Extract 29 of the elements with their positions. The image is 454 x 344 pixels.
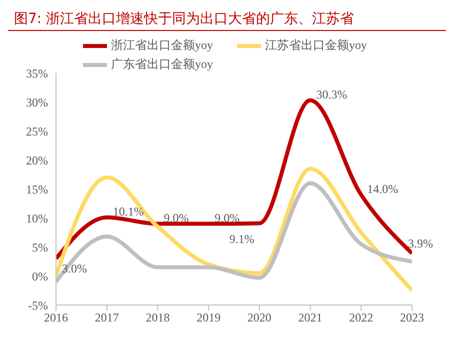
y-tick-label: -5% bbox=[28, 298, 48, 312]
data-label: 3.0% bbox=[62, 262, 87, 276]
y-tick-label: 25% bbox=[26, 124, 48, 138]
legend-label: 浙江省出口金额yoy bbox=[111, 37, 213, 54]
data-label: 14.0% bbox=[367, 182, 398, 196]
x-tick-label: 2018 bbox=[146, 310, 170, 325]
y-tick-label: 5% bbox=[32, 240, 48, 254]
x-tick-label: 2020 bbox=[247, 310, 272, 325]
y-tick-label: 35% bbox=[26, 66, 48, 80]
x-tick-label: 2021 bbox=[298, 310, 322, 325]
y-tick-label: 0% bbox=[32, 269, 48, 284]
data-label: 9.0% bbox=[164, 210, 189, 225]
data-label: 10.1% bbox=[112, 204, 144, 218]
y-tick-label: 20% bbox=[26, 153, 48, 168]
data-label: 9.0% bbox=[214, 210, 240, 225]
x-tick-label: 2016 bbox=[44, 310, 68, 325]
data-label: 3.9% bbox=[408, 236, 433, 250]
legend-label: 江苏省出口金额yoy bbox=[265, 37, 367, 54]
chart-title: 图7: 浙江省出口增速快于同为出口大省的广东、江苏省 bbox=[8, 8, 446, 31]
x-tick-label: 2022 bbox=[349, 310, 374, 325]
y-tick-label: 15% bbox=[26, 182, 48, 196]
x-tick-label: 2017 bbox=[94, 310, 119, 325]
data-label: 30.3% bbox=[316, 87, 348, 102]
legend-label: 广东省出口金额yoy bbox=[111, 56, 213, 73]
data-label: 9.1% bbox=[229, 232, 254, 246]
y-tick-label: 30% bbox=[26, 95, 48, 110]
x-tick-label: 2023 bbox=[400, 310, 424, 325]
x-tick-label: 2019 bbox=[196, 310, 221, 325]
y-tick-label: 10% bbox=[26, 211, 48, 226]
